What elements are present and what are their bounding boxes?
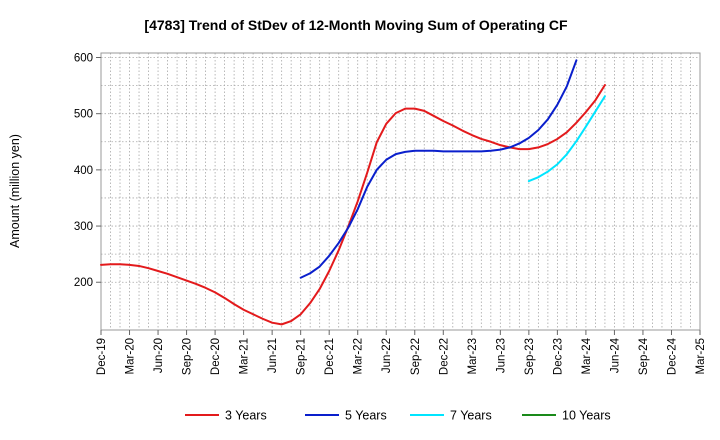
y-tick-label: 300 [74, 221, 93, 233]
x-tick-label: Dec-20 [210, 338, 222, 375]
series-line-5-years [299, 59, 578, 279]
x-tick-label: Sep-22 [410, 338, 422, 375]
series-group [100, 59, 606, 326]
x-tick-label: Dec-21 [324, 338, 336, 375]
x-tick-label: Mar-22 [353, 338, 365, 374]
x-tick-label: Sep-20 [182, 338, 194, 375]
x-tick-label: Jun-22 [381, 338, 393, 373]
x-tick-label: Dec-24 [666, 337, 678, 375]
series-line-3-years [100, 84, 606, 326]
legend-item: 10 Years [522, 409, 611, 423]
legend-item: 5 Years [305, 409, 387, 423]
x-tick-label: Dec-19 [96, 338, 108, 375]
x-tick-label: Sep-24 [638, 337, 650, 375]
x-tick-label: Jun-21 [267, 338, 279, 373]
grid [101, 53, 700, 330]
x-tick-label: Mar-23 [467, 338, 479, 374]
legend: 3 Years 5 Years 7 Years 10 Years [185, 409, 611, 423]
x-tick-label: Jun-20 [153, 338, 165, 373]
series-line-7-years [527, 95, 606, 183]
y-tick-label: 200 [74, 277, 93, 289]
y-axis-title: Amount (million yen) [8, 134, 22, 248]
legend-label: 5 Years [345, 409, 387, 423]
plot-frame [100, 52, 701, 331]
legend-label: 10 Years [562, 409, 611, 423]
x-tick-label: Mar-25 [695, 338, 707, 374]
chart-title: [4783] Trend of StDev of 12-Month Moving… [144, 17, 568, 33]
x-tick-label: Mar-24 [581, 337, 593, 374]
x-tick-label: Dec-22 [438, 338, 450, 375]
legend-item: 3 Years [185, 409, 267, 423]
legend-item: 7 Years [410, 409, 492, 423]
legend-label: 3 Years [225, 409, 267, 423]
y-tick-label: 400 [74, 165, 93, 177]
y-tick-label: 500 [74, 109, 93, 121]
x-tick-label: Sep-21 [296, 338, 308, 375]
x-tick-label: Mar-20 [125, 338, 137, 374]
y-axis: 200 300 400 500 600 [74, 52, 101, 289]
x-tick-label: Jun-23 [495, 338, 507, 373]
plot-area [101, 53, 700, 330]
y-tick-label: 600 [74, 52, 93, 64]
x-tick-label: Dec-23 [552, 338, 564, 375]
x-tick-label: Sep-23 [524, 338, 536, 375]
x-axis: Dec-19 Mar-20 Jun-20 Sep-20 Dec-20 Mar-21 Jun-… [96, 330, 707, 375]
legend-label: 7 Years [450, 409, 492, 423]
x-tick-label: Mar-21 [239, 338, 251, 374]
x-tick-label: Jun-24 [609, 337, 621, 373]
